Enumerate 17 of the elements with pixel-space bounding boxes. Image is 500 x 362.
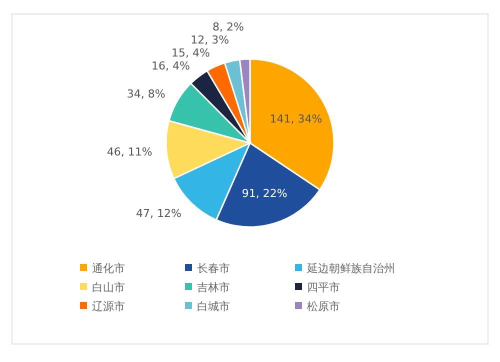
legend-label: 松原市 <box>307 300 340 313</box>
legend-label: 通化市 <box>92 262 125 275</box>
legend-label: 长春市 <box>197 262 230 275</box>
data-label: 12, 3% <box>190 34 230 47</box>
legend-label: 白城市 <box>197 300 230 313</box>
data-label: 46, 11% <box>106 145 152 158</box>
legend-label: 辽源市 <box>92 300 125 313</box>
data-label: 141, 34% <box>270 112 322 126</box>
data-label: 47, 12% <box>136 207 182 220</box>
data-label: 91, 22% <box>242 187 288 200</box>
data-label: 34, 8% <box>126 88 166 101</box>
data-label: 15, 4% <box>171 46 210 60</box>
legend-label: 白山市 <box>92 281 125 294</box>
data-label: 16, 4% <box>152 60 190 73</box>
legend-label: 吉林市 <box>197 281 230 294</box>
data-label: 8, 2% <box>212 20 244 34</box>
legend-label: 四平市 <box>307 281 340 294</box>
